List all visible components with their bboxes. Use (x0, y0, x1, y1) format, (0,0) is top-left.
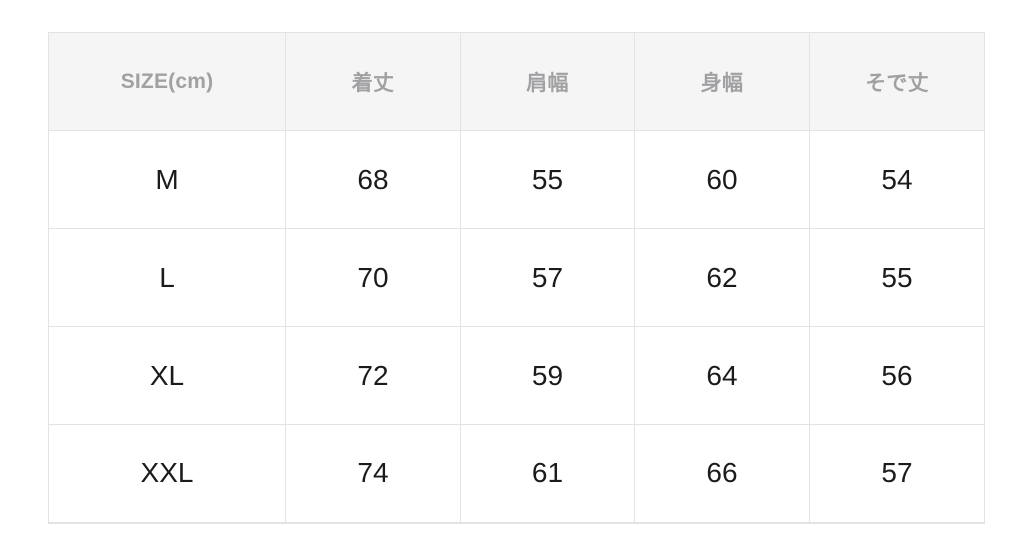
column-header-shoulder-width: 肩幅 (460, 32, 635, 131)
cell-value: 55 (460, 130, 635, 229)
cell-value: 57 (460, 228, 635, 327)
cell-size-label: XXL (48, 424, 286, 524)
cell-value: 54 (809, 130, 985, 229)
cell-value: 64 (634, 326, 810, 425)
table-row-xl: XL 72 59 64 56 (48, 326, 985, 425)
cell-value: 57 (809, 424, 985, 524)
cell-value: 70 (285, 228, 461, 327)
cell-value: 72 (285, 326, 461, 425)
cell-size-label: XL (48, 326, 286, 425)
table-row-l: L 70 57 62 55 (48, 228, 985, 327)
cell-value: 60 (634, 130, 810, 229)
size-table: SIZE(cm) 着丈 肩幅 身幅 そで丈 M 68 55 60 54 L 70… (48, 32, 985, 524)
cell-size-label: L (48, 228, 286, 327)
table-header-row: SIZE(cm) 着丈 肩幅 身幅 そで丈 (48, 32, 985, 131)
cell-value: 55 (809, 228, 985, 327)
cell-value: 66 (634, 424, 810, 524)
column-header-chest-width: 身幅 (634, 32, 810, 131)
cell-value: 74 (285, 424, 461, 524)
cell-value: 56 (809, 326, 985, 425)
cell-value: 59 (460, 326, 635, 425)
cell-size-label: M (48, 130, 286, 229)
cell-value: 61 (460, 424, 635, 524)
table-row-xxl: XXL 74 61 66 57 (48, 424, 985, 524)
column-header-sleeve-length: そで丈 (809, 32, 985, 131)
column-header-size: SIZE(cm) (48, 32, 286, 131)
size-chart: SIZE(cm) 着丈 肩幅 身幅 そで丈 M 68 55 60 54 L 70… (48, 32, 985, 524)
cell-value: 68 (285, 130, 461, 229)
column-header-body-length: 着丈 (285, 32, 461, 131)
table-row-m: M 68 55 60 54 (48, 130, 985, 229)
cell-value: 62 (634, 228, 810, 327)
